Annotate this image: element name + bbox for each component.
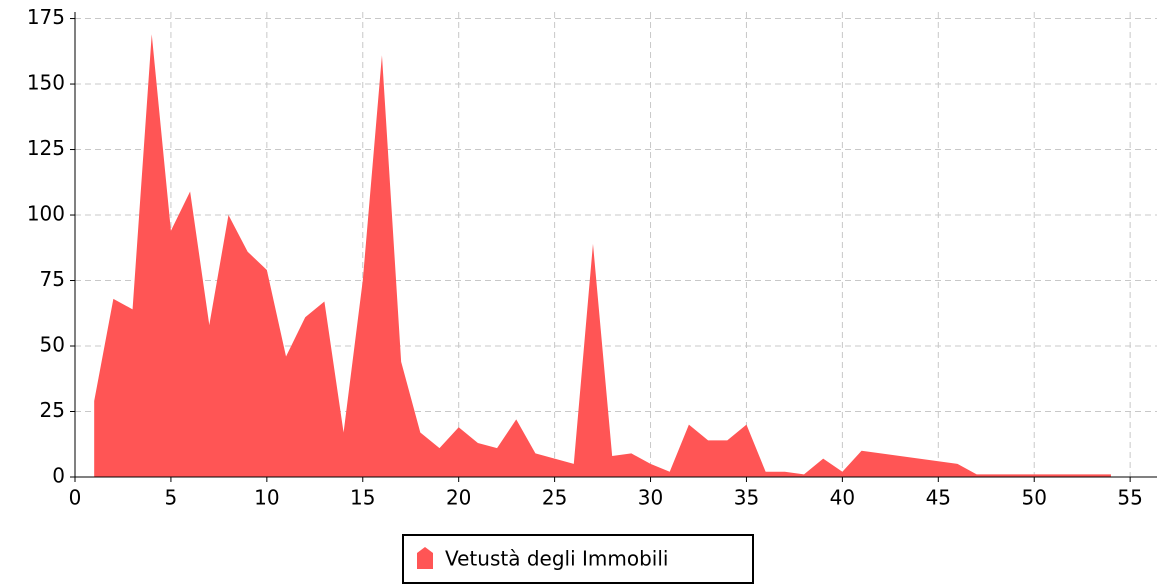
legend-label: Vetustà degli Immobili [445, 547, 668, 571]
y-tick-label: 175 [27, 5, 65, 29]
y-tick-label: 50 [40, 333, 65, 357]
legend-box [402, 534, 754, 584]
x-tick-label: 30 [638, 486, 663, 510]
x-tick-label: 35 [734, 486, 759, 510]
y-tick-label: 125 [27, 136, 65, 160]
x-tick-label: 40 [830, 486, 855, 510]
x-tick-label: 0 [69, 486, 82, 510]
x-tick-label: 5 [165, 486, 178, 510]
y-tick-label: 100 [27, 202, 65, 226]
legend-swatch [417, 547, 433, 569]
x-tick-label: 25 [542, 486, 567, 510]
y-tick-label: 75 [40, 267, 65, 291]
area [94, 34, 1111, 477]
y-tick-label: 25 [40, 398, 65, 422]
x-tick-label: 15 [350, 486, 375, 510]
x-tick-label: 10 [254, 486, 279, 510]
x-tick-label: 50 [1021, 486, 1046, 510]
y-tick-label: 150 [27, 71, 65, 95]
x-tick-label: 55 [1117, 486, 1142, 510]
x-tick-label: 20 [446, 486, 471, 510]
y-tick-label: 0 [52, 464, 65, 488]
x-tick-label: 45 [926, 486, 951, 510]
